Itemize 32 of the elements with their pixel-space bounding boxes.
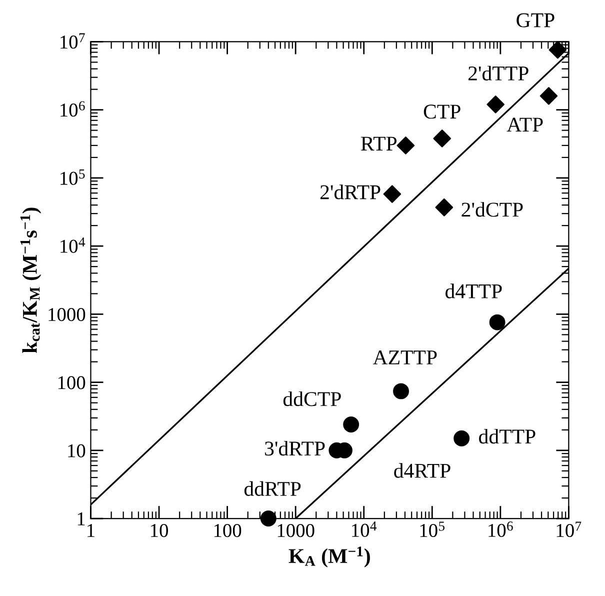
y-tick-label: 10$^{4}$ bbox=[60, 237, 86, 253]
annotation: d4TTP bbox=[446, 284, 502, 298]
x-tick-label: 100 bbox=[214, 524, 242, 538]
x-tick-label: 10$^{7}$ bbox=[556, 522, 582, 538]
annotation: ATP bbox=[506, 118, 543, 132]
annotation: AZTTP bbox=[372, 350, 437, 364]
x-tick-label: 10$^{5}$ bbox=[420, 522, 445, 538]
y-tick-label: 1 bbox=[78, 512, 85, 526]
y-tick-label: 10$^{7}$ bbox=[60, 33, 85, 49]
x-tick-label: 10 bbox=[151, 524, 168, 538]
annotation: 2'dRTP bbox=[320, 184, 380, 200]
y-tick-label: 1000 bbox=[48, 308, 86, 322]
annotation: CTP bbox=[424, 104, 460, 119]
x-tick-label: 1 bbox=[88, 524, 94, 537]
y-tick-label: 10$^{5}$ bbox=[60, 170, 85, 185]
x-tick-label: 1000 bbox=[278, 524, 314, 538]
annotation: ddCTP bbox=[283, 391, 341, 406]
annotation: GTP bbox=[516, 13, 554, 28]
annotation: 2'dCTP bbox=[462, 202, 523, 217]
annotation: 2'dTTP bbox=[468, 66, 528, 80]
x-axis-title: K$_{A}$ (M$^{−1}$) bbox=[288, 546, 370, 568]
y-tick-label: 100 bbox=[58, 376, 86, 390]
annotation: d4RTP bbox=[394, 463, 450, 478]
annotation: ddTTP bbox=[479, 428, 536, 444]
text: k$_{cat}$/K$_{M}$ (M$^{−1}$s$^{−1}$) bbox=[20, 208, 42, 353]
x-tick-label: 10$^{4}$ bbox=[352, 522, 377, 537]
y-tick-label: 10 bbox=[68, 444, 86, 458]
x-tick-label: 10$^{6}$ bbox=[488, 522, 513, 537]
annotation: RTP bbox=[361, 136, 397, 150]
y-tick-label: 10$^{6}$ bbox=[60, 101, 85, 117]
annotation: 3'dRTP bbox=[265, 440, 325, 456]
annotation: ddRTP bbox=[244, 481, 301, 496]
